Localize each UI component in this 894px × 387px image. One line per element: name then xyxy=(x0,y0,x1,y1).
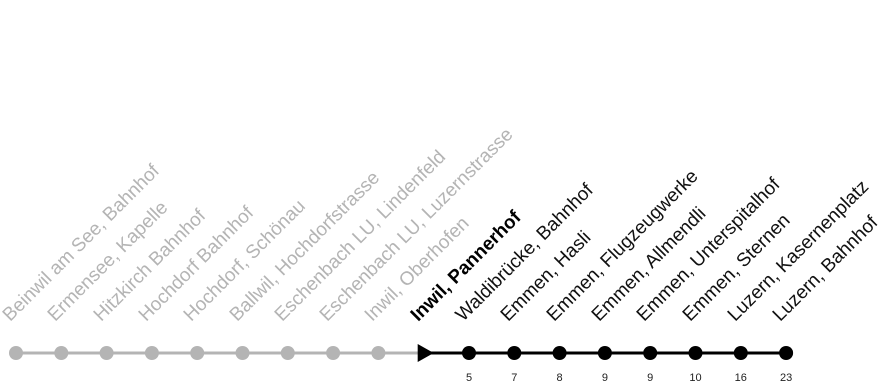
stop-dot xyxy=(643,346,658,360)
stop-dot xyxy=(54,346,69,360)
current-stop-arrow-icon xyxy=(417,344,434,362)
stop-minutes: 23 xyxy=(779,372,793,384)
stop-minutes: 7 xyxy=(511,372,518,384)
stop-minutes: 5 xyxy=(465,372,473,384)
stop-dot xyxy=(99,346,114,360)
stop-dot xyxy=(462,346,476,360)
stop-dot xyxy=(507,346,522,360)
stop-dot xyxy=(190,346,205,360)
stop-dot xyxy=(733,346,748,360)
stop-dot xyxy=(597,346,612,360)
stop-minutes: 8 xyxy=(556,372,563,384)
stop-minutes: 9 xyxy=(647,372,654,384)
stop-dot xyxy=(144,346,159,360)
stop-dot xyxy=(326,346,341,360)
stop-dot xyxy=(688,346,703,360)
stop-minutes: 10 xyxy=(689,372,702,384)
stop-minutes: 9 xyxy=(601,372,608,384)
stop-dot xyxy=(280,346,295,360)
stop-dot xyxy=(235,346,250,360)
stop-dot xyxy=(552,346,567,360)
stop-minutes: 16 xyxy=(734,372,747,384)
stop-dot xyxy=(371,346,386,360)
stop-dot xyxy=(9,346,23,360)
stop-dot xyxy=(779,346,794,360)
